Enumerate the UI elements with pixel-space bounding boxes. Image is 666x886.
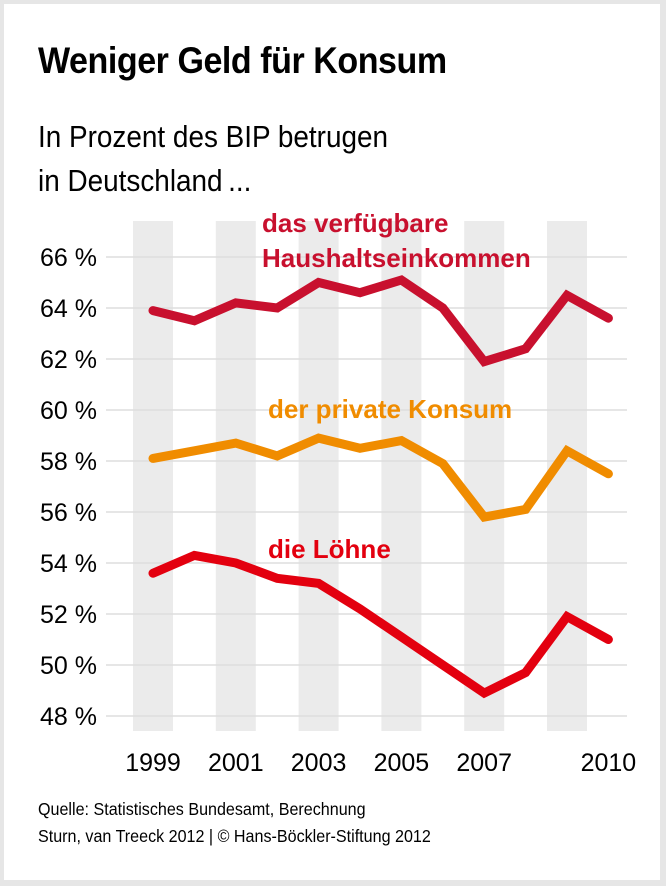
series-labels: das verfügbare Haushaltseinkommen der pr… [262, 208, 531, 564]
y-tick-label: 58 % [40, 448, 97, 476]
y-tick-label: 52 % [40, 601, 97, 629]
source-line-2: Sturn, van Treeck 2012 | © Hans-Böckler-… [38, 826, 431, 846]
x-tick-label: 2003 [291, 749, 347, 777]
y-axis-labels: 66 % 64 % 62 % 60 % 58 % 56 % 54 % 52 % 50 % 48 % [40, 244, 97, 731]
y-tick-label: 64 % [40, 295, 97, 323]
x-axis-labels: 1999 2001 2003 2005 2007 2010 [125, 749, 636, 777]
x-tick-label: 2007 [456, 749, 512, 777]
x-tick-label: 1999 [125, 749, 181, 777]
series-line-consumption [148, 433, 613, 523]
series-label-consumption: der private Konsum [268, 394, 512, 424]
chart-subtitle: In Prozent des BIP betrugen in Deutschla… [38, 115, 388, 203]
year-band-1999 [133, 221, 173, 731]
series-line-income [148, 275, 613, 367]
y-tick-label: 62 % [40, 346, 97, 374]
series-label-income-line-2: Haushaltseinkommen [262, 243, 531, 273]
subtitle-line-2: in Deutschland ... [38, 163, 252, 198]
gridlines [106, 256, 627, 717]
series-label-income-line-1: das verfügbare [262, 208, 448, 238]
y-tick-label: 60 % [40, 397, 97, 425]
year-band-2005 [381, 221, 422, 731]
chart-title: Weniger Geld für Konsum [38, 40, 447, 81]
series-line-wages [148, 550, 613, 699]
y-tick-label: 56 % [40, 499, 97, 527]
year-bands [133, 221, 587, 731]
subtitle-line-1: In Prozent des BIP betrugen [38, 119, 389, 154]
source-line-1: Quelle: Statistisches Bundesamt, Berechn… [38, 799, 366, 819]
y-tick-label: 50 % [40, 652, 97, 680]
x-tick-label: 2010 [581, 749, 637, 777]
series-lines [148, 275, 613, 699]
x-tick-label: 2001 [208, 749, 264, 777]
x-tick-label: 2005 [374, 749, 430, 777]
y-tick-label: 48 % [40, 703, 97, 731]
year-band-2003 [298, 221, 339, 731]
series-label-wages: die Löhne [268, 534, 391, 564]
year-band-2001 [215, 221, 256, 731]
y-tick-label: 66 % [40, 244, 97, 272]
y-tick-label: 54 % [40, 550, 97, 578]
source-footer: Quelle: Statistisches Bundesamt, Berechn… [38, 796, 431, 850]
year-band-2007 [464, 221, 505, 731]
